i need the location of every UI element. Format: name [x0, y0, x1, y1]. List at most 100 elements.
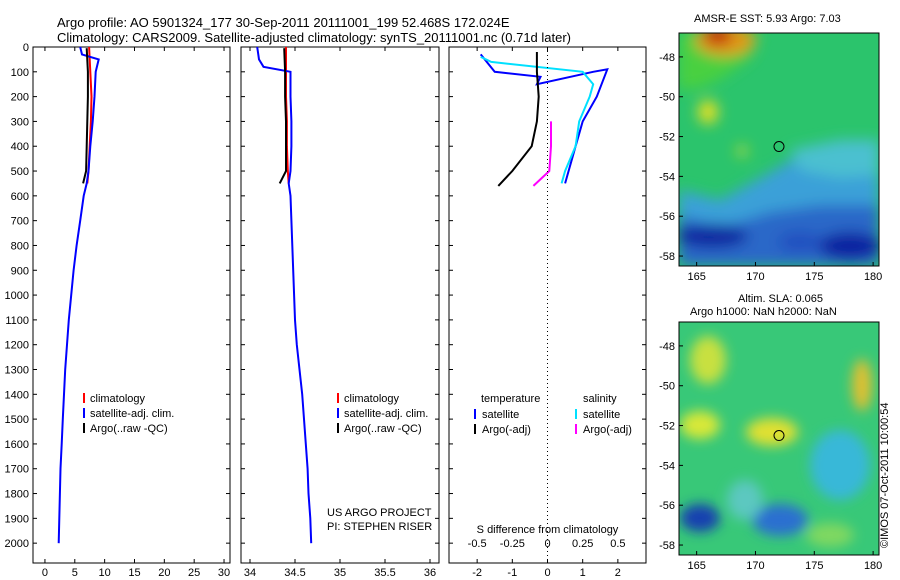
sla-map-xtick-label: 180 — [864, 560, 882, 572]
salinity-xtick-label: 36 — [424, 567, 436, 579]
depth-tick-label: 200 — [11, 92, 29, 104]
sla-argo-position-marker — [773, 430, 785, 442]
difference-xtick-label: -2 — [472, 567, 482, 579]
sla-map-ytick-label: -58 — [659, 540, 675, 552]
sst-argo-position-marker — [773, 141, 785, 153]
depth-tick-label: 400 — [11, 141, 29, 153]
difference-xtick-label: 0 — [544, 567, 550, 579]
project-annotation: US ARGO PROJECT — [327, 507, 432, 519]
depth-tick-label: 1000 — [5, 290, 29, 302]
depth-tick-label: 0 — [23, 42, 29, 54]
sst-map-ytick-label: -48 — [659, 52, 675, 64]
temperature-xtick-label: 25 — [188, 567, 200, 579]
temperature-xtick-label: 30 — [218, 567, 230, 579]
figure-title-line-1: Argo profile: AO 5901324_177 30-Sep-2011… — [57, 15, 510, 30]
temperature-xtick-label: 5 — [72, 567, 78, 579]
sla-map — [679, 322, 879, 555]
sst-map-xtick-label: 170 — [746, 271, 764, 283]
salinity-xtick-label: 35 — [334, 567, 346, 579]
project-annotation: PI: STEPHEN RISER — [327, 521, 432, 533]
salinity-difference-tick-label: -0.5 — [468, 538, 487, 550]
temperature-legend-label: Argo(..raw -QC) — [90, 423, 168, 435]
depth-tick-label: 500 — [11, 166, 29, 178]
sla-map-ytick-label: -50 — [659, 381, 675, 393]
depth-tick-label: 1300 — [5, 365, 29, 377]
temperature-legend-label: satellite-adj. clim. — [90, 408, 174, 420]
temperature-xtick-label: 10 — [99, 567, 111, 579]
salinity-legend-label: satellite-adj. clim. — [344, 408, 428, 420]
difference-series-temperature-argo-adj- — [497, 52, 540, 187]
legend-title-temperature: temperature — [481, 393, 540, 405]
sst-map-xtick-label: 175 — [805, 271, 823, 283]
sla-map-xtick-label: 170 — [746, 560, 764, 572]
sla-map-ytick-label: -54 — [659, 460, 675, 472]
depth-tick-label: 2000 — [5, 538, 29, 550]
depth-tick-label: 1700 — [5, 464, 29, 476]
temperature-series-satellite-adj-clim- — [57, 46, 100, 544]
difference-legend-label-temperature: satellite — [482, 409, 519, 421]
depth-tick-label: 1900 — [5, 513, 29, 525]
sla-map-ytick-label: -52 — [659, 421, 675, 433]
salinity-difference-tick-label: -0.25 — [500, 538, 525, 550]
legend-title-salinity: salinity — [583, 393, 617, 405]
difference-legend-label-salinity: Argo(-adj) — [583, 424, 632, 436]
salinity-xtick-label: 34.5 — [284, 567, 305, 579]
difference-legend-label-salinity: satellite — [583, 409, 620, 421]
sst-map-xtick-label: 165 — [687, 271, 705, 283]
depth-tick-label: 1100 — [5, 315, 29, 327]
salinity-xtick-label: 34 — [244, 567, 256, 579]
salinity-series-satellite-adj-clim- — [256, 46, 313, 544]
salinity-difference-tick-label: 0 — [544, 538, 550, 550]
depth-tick-label: 1200 — [5, 340, 29, 352]
sla-map-xtick-label: 165 — [687, 560, 705, 572]
sst-map-field — [679, 33, 879, 266]
depth-tick-label: 600 — [11, 191, 29, 203]
depth-tick-label: 900 — [11, 265, 29, 277]
salinity-legend-label: Argo(..raw -QC) — [344, 423, 422, 435]
salinity-panel-frame — [240, 46, 440, 564]
sla-map-field — [680, 336, 872, 547]
sla-map-xtick-label: 175 — [805, 560, 823, 572]
depth-tick-label: 300 — [11, 116, 29, 128]
sst-map-ytick-label: -54 — [659, 171, 675, 183]
salinity-legend-label: climatology — [344, 393, 400, 405]
difference-series-salinity-satellite — [480, 55, 595, 184]
depth-tick-label: 1400 — [5, 389, 29, 401]
difference-series-temperature-satellite — [479, 53, 609, 184]
sla-map-ytick-label: -48 — [659, 341, 675, 353]
figure-title-line-2: Climatology: CARS2009. Satellite-adjuste… — [57, 30, 572, 45]
sst-map-ytick-label: -58 — [659, 251, 675, 263]
depth-tick-label: 1600 — [5, 439, 29, 451]
difference-series-salinity-argo-adj- — [532, 121, 552, 187]
sla-map-frame — [678, 321, 880, 556]
sst-map-frame — [678, 32, 880, 267]
sla-map-subtitle: Argo h1000: NaN h2000: NaN — [690, 306, 837, 318]
temperature-legend-label: climatology — [90, 393, 146, 405]
salinity-series-argo-raw-qc- — [278, 48, 287, 184]
temperature-panel-frame — [32, 46, 231, 564]
sst-map-title: AMSR-E SST: 5.93 Argo: 7.03 — [694, 13, 841, 25]
depth-tick-label: 1800 — [5, 489, 29, 501]
temperature-series-argo-raw-qc- — [82, 48, 89, 184]
sst-map-ytick-label: -56 — [659, 211, 675, 223]
sst-map-ytick-label: -52 — [659, 132, 675, 144]
difference-xtick-label: 1 — [580, 567, 586, 579]
difference-xtick-label: 2 — [615, 567, 621, 579]
depth-tick-label: 1500 — [5, 414, 29, 426]
sla-map-ytick-label: -56 — [659, 500, 675, 512]
depth-tick-label: 700 — [11, 216, 29, 228]
depth-tick-label: 100 — [11, 67, 29, 79]
sst-map-xtick-label: 180 — [864, 271, 882, 283]
sst-map — [679, 33, 879, 266]
sst-map-ytick-label: -50 — [659, 92, 675, 104]
temperature-xtick-label: 0 — [42, 567, 48, 579]
salinity-difference-axis-label: S difference from climatology — [477, 524, 619, 536]
temperature-xtick-label: 20 — [158, 567, 170, 579]
salinity-difference-tick-label: 0.25 — [572, 538, 593, 550]
difference-legend-label-temperature: Argo(-adj) — [482, 424, 531, 436]
temperature-xtick-label: 15 — [128, 567, 140, 579]
difference-panel-frame — [448, 46, 647, 564]
depth-tick-label: 800 — [11, 240, 29, 252]
sla-map-title: Altim. SLA: 0.065 — [738, 293, 823, 305]
